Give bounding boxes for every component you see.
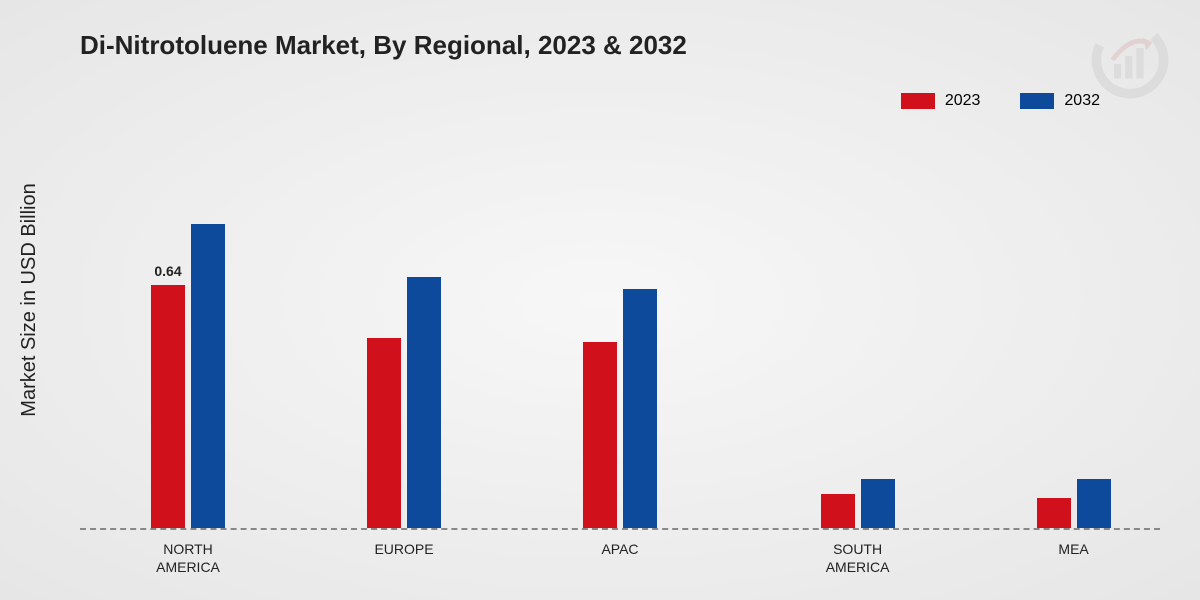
bar bbox=[1077, 479, 1111, 528]
legend-label-2032: 2032 bbox=[1064, 92, 1100, 110]
x-axis-labels: NORTH AMERICA EUROPE APAC SOUTH AMERICA MEA bbox=[80, 540, 1160, 580]
x-axis-label: MEA bbox=[1058, 540, 1088, 558]
bar-group bbox=[367, 277, 441, 528]
bar bbox=[151, 285, 185, 528]
bar bbox=[821, 494, 855, 528]
bar bbox=[623, 289, 657, 528]
bar bbox=[1037, 498, 1071, 528]
legend-swatch-2023 bbox=[901, 93, 935, 109]
bar-value-label: 0.64 bbox=[154, 263, 181, 279]
bar bbox=[191, 224, 225, 528]
legend-label-2023: 2023 bbox=[945, 92, 981, 110]
x-axis-label: NORTH AMERICA bbox=[156, 540, 220, 576]
bar bbox=[583, 342, 617, 528]
bar bbox=[861, 479, 895, 528]
x-axis-label: SOUTH AMERICA bbox=[826, 540, 890, 576]
bar-group bbox=[821, 479, 895, 528]
bar-group bbox=[583, 289, 657, 528]
x-axis-label: EUROPE bbox=[374, 540, 433, 558]
bar bbox=[367, 338, 401, 528]
legend-item-2032: 2032 bbox=[1020, 92, 1100, 110]
chart-plot-area: 0.64 bbox=[80, 150, 1160, 530]
watermark-logo bbox=[1090, 20, 1170, 100]
bar bbox=[407, 277, 441, 528]
legend-swatch-2032 bbox=[1020, 93, 1054, 109]
x-axis-label: APAC bbox=[601, 540, 638, 558]
legend: 2023 2032 bbox=[901, 92, 1100, 110]
chart-title: Di-Nitrotoluene Market, By Regional, 202… bbox=[80, 30, 687, 61]
legend-item-2023: 2023 bbox=[901, 92, 981, 110]
y-axis-label: Market Size in USD Billion bbox=[18, 183, 41, 416]
bar-group bbox=[1037, 479, 1111, 528]
